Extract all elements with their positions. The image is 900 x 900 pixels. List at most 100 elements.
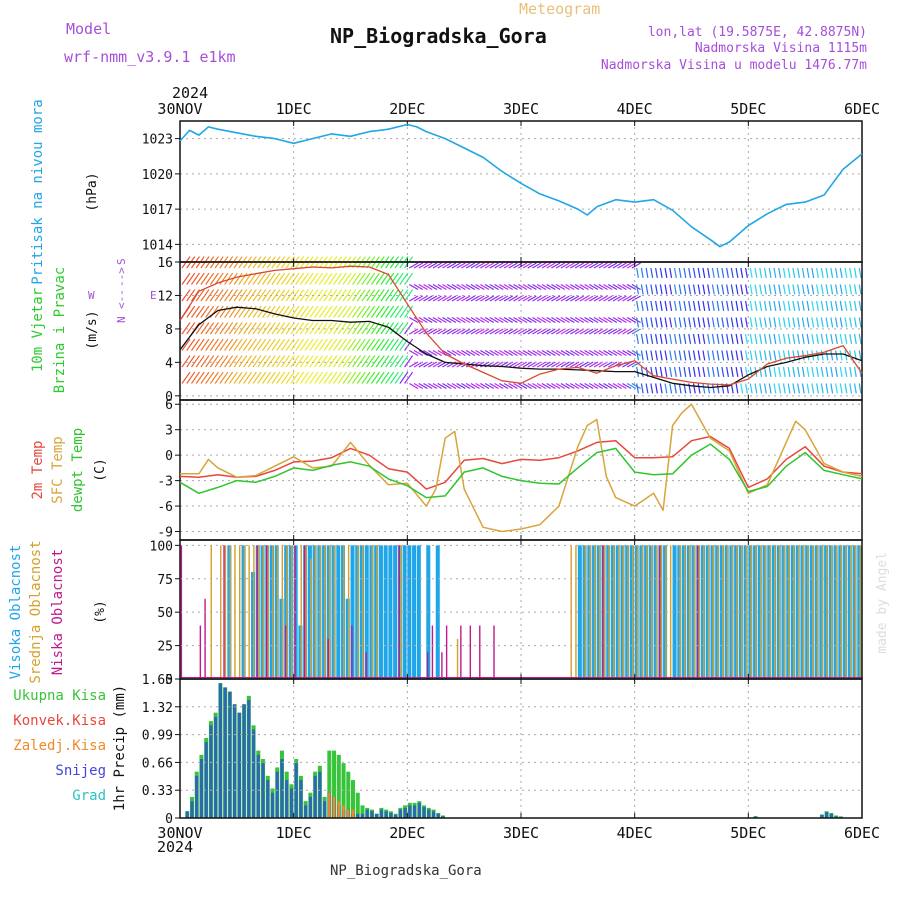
snow-precip-bar [270,792,275,818]
wind-barb [266,305,276,318]
wind-barb [370,305,380,318]
wind-barb [650,317,654,328]
wind-barb [333,305,343,318]
wind-barb [707,350,711,361]
wind-barb [536,328,547,335]
wind-barb [356,272,366,285]
wind-barb [853,333,857,344]
wind-barb [337,322,347,335]
total-precip-bar [351,780,356,818]
wind-barb [584,295,594,302]
wind-barb [721,300,725,311]
wind-barb [257,371,267,384]
wind-barb [726,300,729,311]
wind-barb [266,355,276,368]
low-cloud-bar [365,652,367,679]
wind-barb [636,300,639,311]
wind-barb [759,267,763,278]
wind-barb [589,361,599,368]
wind-barb [451,283,461,291]
wind-barb [707,366,711,377]
wind-barb [347,289,357,302]
wind-barb [456,295,466,302]
wind-barb [825,300,829,311]
wind-barb [385,272,395,285]
wind-barb [333,338,343,351]
wind-barb [423,316,433,324]
wind-barb [830,366,834,377]
wind-barb [228,338,238,351]
wind-barb [834,284,838,295]
wind-barb [584,283,594,291]
wind-barb [617,262,627,269]
wind-barb [271,305,281,318]
wind-barb [782,317,786,328]
snow-precip-bar [365,809,369,818]
mid-cloud-bar [755,545,757,679]
wind-barb [759,317,763,328]
wind-barb [541,382,551,390]
wind-barb [853,317,857,328]
wind-barb [683,333,687,344]
wind-barb [678,350,682,361]
y-tick-label: 3 [165,424,173,439]
wind-barb [304,289,314,302]
wind-barb [536,361,547,368]
wind-barb [186,322,196,335]
wind-barb [475,382,485,390]
snow-precip-bar [412,805,417,818]
wind-barb [607,295,618,302]
wind-barb [290,371,300,384]
wind-barb [726,284,729,295]
wind-barb [565,328,575,335]
wind-barb [797,333,801,344]
wind-barb [574,382,585,390]
wind-barb [527,316,537,324]
wind-barb [333,322,343,335]
low-cloud-bar [460,625,462,679]
wind-axis-title: 10m Vjetar [30,288,46,372]
wind-barb [219,272,229,285]
wind-barb [446,262,457,269]
wind-barb [853,366,857,377]
wind-barb [669,317,673,328]
wind-barb [380,305,390,318]
wind-barb [480,382,490,390]
wind-barb [494,262,504,269]
wind-barb [730,333,734,344]
wind-barb [347,371,357,384]
snow-precip-bar [218,683,223,818]
mid-cloud-bar [769,545,771,679]
wind-barb [475,349,485,357]
snow-precip-bar [289,788,294,818]
wind-barb [858,300,862,311]
wind-barb [522,328,532,335]
wind-barb [801,383,805,394]
wind-barb [763,267,767,278]
wind-barb [773,383,777,394]
compass-arrow-left: <-- [115,289,128,309]
wind-barb [228,371,238,384]
wind-barb [257,322,267,335]
wind-barb [456,382,466,390]
wind-barb [849,317,853,328]
wind-barb [768,267,772,278]
wind-barb [797,366,801,377]
wind-barb [778,317,782,328]
wind-barb [404,355,414,368]
wind-barb [380,338,390,351]
wind-barb [517,328,528,335]
wind-barb [655,366,658,377]
wind-barb [513,316,523,324]
wind-barb [797,284,801,295]
wind-barb [749,366,753,377]
wind-barb [418,349,428,357]
wind-barb [205,305,215,318]
wind-barb [640,317,644,328]
wind-barb [257,338,267,351]
high-cloud-bar [795,545,800,679]
wind-barb [366,322,376,335]
wind-barb [626,283,637,291]
wind-barb [716,383,720,394]
